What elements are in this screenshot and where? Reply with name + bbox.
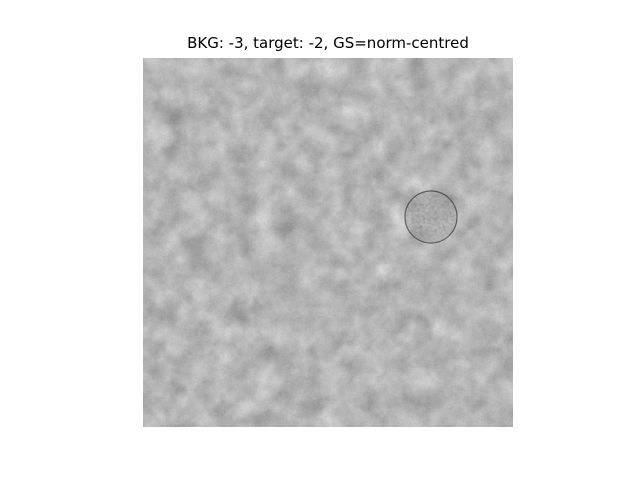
target-disk: [405, 191, 457, 243]
figure-title: BKG: -3, target: -2, GS=norm-centred: [187, 34, 469, 52]
target-edge: [404, 190, 458, 244]
noise-image: [143, 58, 513, 427]
fine-grain-texture: [143, 58, 513, 427]
noise-image-svg: [143, 58, 513, 427]
